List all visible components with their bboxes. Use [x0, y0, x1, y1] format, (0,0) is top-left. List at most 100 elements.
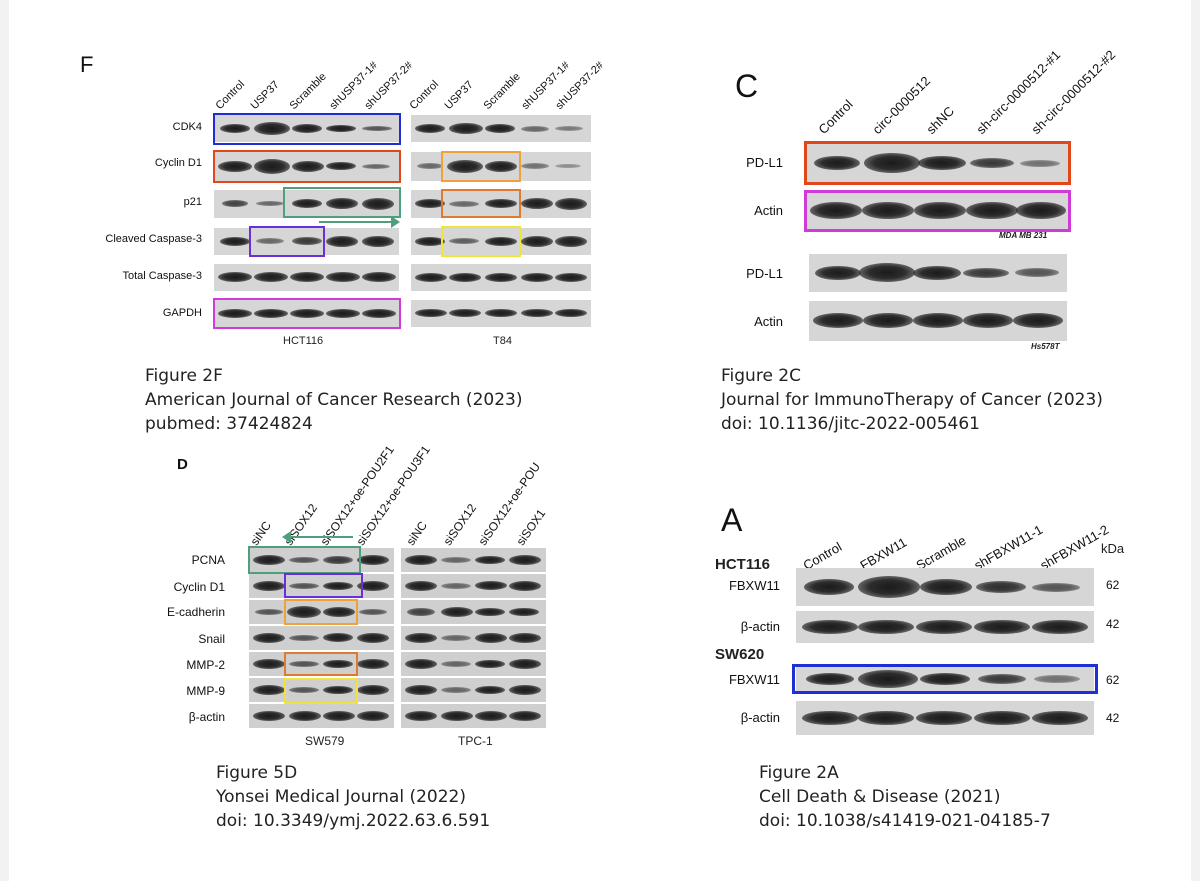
highlight-box-green	[248, 546, 361, 574]
lane-label: USP37	[248, 78, 282, 112]
blot-strip	[809, 301, 1067, 341]
caption-line: Cell Death & Disease (2021)	[759, 787, 1001, 807]
blot-strip	[249, 704, 394, 728]
highlight-box-orange	[441, 151, 521, 182]
caption-line: pubmed: 37424824	[145, 414, 313, 434]
row-label: Total Caspase-3	[122, 270, 203, 282]
highlight-box-red	[213, 150, 401, 183]
row-label: PD-L1	[746, 266, 783, 281]
cell-line-label: Hs578T	[1031, 342, 1060, 351]
caption-line: American Journal of Cancer Research (202…	[145, 390, 523, 410]
blot-strip	[214, 152, 399, 181]
highlight-box-purple	[249, 226, 325, 257]
caption-line: Figure 2C	[721, 366, 801, 386]
blot-strip	[249, 548, 394, 572]
blot-strip	[401, 704, 546, 728]
lane-label: Scramble	[481, 70, 523, 112]
cell-line-label: HCT116	[715, 556, 771, 573]
blot-strip	[249, 600, 394, 624]
highlight-box-dark-orange	[284, 652, 358, 676]
kda-value: 42	[1106, 711, 1120, 725]
panel-c-letter: C	[735, 68, 759, 104]
blot-strip	[411, 115, 591, 142]
caption-line: Journal for ImmunoTherapy of Cancer (202…	[721, 390, 1103, 410]
lane-label: shFBXW11-1	[971, 521, 1046, 573]
caption-c: Figure 2C Journal for ImmunoTherapy of C…	[721, 364, 1103, 436]
row-label: GAPDH	[162, 307, 202, 319]
row-label: β-actin	[188, 710, 225, 724]
lane-label: USP37	[442, 78, 476, 112]
highlight-box-magenta	[804, 190, 1071, 232]
highlight-box-yellow	[284, 678, 358, 704]
row-label: Cyclin D1	[173, 580, 225, 594]
caption-line: doi: 10.1136/jitc-2022-005461	[721, 414, 980, 434]
blot-strip	[411, 264, 591, 291]
cell-line-label: MDA MB 231	[999, 231, 1048, 240]
blot-strip	[401, 600, 546, 624]
cell-line-label: HCT116	[283, 335, 324, 347]
row-label: Cleaved Caspase-3	[105, 233, 202, 245]
lane-label: shNC	[923, 103, 957, 137]
lane-label: Control	[407, 78, 442, 112]
cell-line-label: TPC-1	[458, 734, 493, 748]
lane-label: siNC	[247, 518, 274, 548]
lane-label: Control	[213, 78, 248, 112]
blot-strip	[214, 115, 399, 142]
caption-line: Yonsei Medical Journal (2022)	[216, 787, 467, 807]
row-label: β-actin	[740, 619, 780, 634]
row-label: Cyclin D1	[154, 157, 202, 169]
caption-line: Figure 5D	[216, 763, 298, 783]
row-label: E-cadherin	[166, 605, 225, 619]
cell-line-label: SW579	[305, 734, 345, 748]
highlight-box-purple	[284, 573, 363, 598]
row-label: Actin	[754, 314, 783, 329]
blot-strip	[214, 190, 399, 218]
kda-value: 42	[1106, 617, 1120, 631]
caption-line: Figure 2F	[145, 366, 223, 386]
blot-strip	[401, 626, 546, 650]
highlight-box-green	[283, 187, 401, 218]
lane-label: Scramble	[287, 70, 329, 112]
unit-label: kDa	[1101, 541, 1125, 556]
lane-label: siSOX1	[513, 506, 549, 548]
row-label: Actin	[754, 203, 783, 218]
lane-label: Scramble	[913, 532, 969, 573]
cell-line-label: SW620	[715, 646, 765, 663]
blot-strip	[249, 626, 394, 650]
blot-strip	[796, 664, 1094, 694]
panel-d-letter: D	[177, 456, 188, 473]
caption-line: doi: 10.1038/s41419-021-04185-7	[759, 811, 1051, 831]
panel-f-letter: F	[80, 52, 94, 77]
row-label: CDK4	[172, 121, 202, 133]
row-label: β-actin	[740, 710, 780, 725]
row-label: p21	[183, 196, 202, 208]
arrow-right-icon	[319, 221, 393, 223]
highlight-box-dark-orange	[441, 189, 521, 218]
highlight-box-orange	[284, 599, 358, 625]
highlight-box-red	[804, 141, 1071, 185]
blot-strip	[214, 228, 399, 255]
caption-a: Figure 2A Cell Death & Disease (2021) do…	[759, 761, 1051, 833]
caption-d: Figure 5D Yonsei Medical Journal (2022) …	[216, 761, 490, 833]
highlight-box-yellow	[441, 226, 521, 257]
blot-strip	[411, 300, 591, 327]
row-label: PD-L1	[746, 155, 783, 170]
cell-line-label: T84	[493, 335, 512, 347]
row-label: MMP-2	[186, 658, 225, 672]
blot-strip	[401, 548, 546, 572]
blot-strip	[809, 254, 1067, 292]
figure-sheet: F Control USP37 Scramble shUSP37-1# shUS…	[9, 0, 1191, 881]
blot-strip	[796, 568, 1094, 606]
row-label: FBXW11	[728, 578, 780, 593]
highlight-box-blue	[213, 113, 401, 145]
blot-strip	[249, 574, 394, 598]
blot-strip	[796, 701, 1094, 735]
arrow-left-icon	[291, 536, 353, 538]
row-label: PCNA	[191, 553, 225, 567]
blot-strip	[249, 678, 394, 702]
arrowhead-icon	[282, 531, 291, 543]
arrowhead-icon	[391, 216, 400, 228]
blot-strip	[401, 574, 546, 598]
highlight-box-magenta	[213, 298, 401, 329]
row-label: FBXW11	[728, 672, 780, 687]
